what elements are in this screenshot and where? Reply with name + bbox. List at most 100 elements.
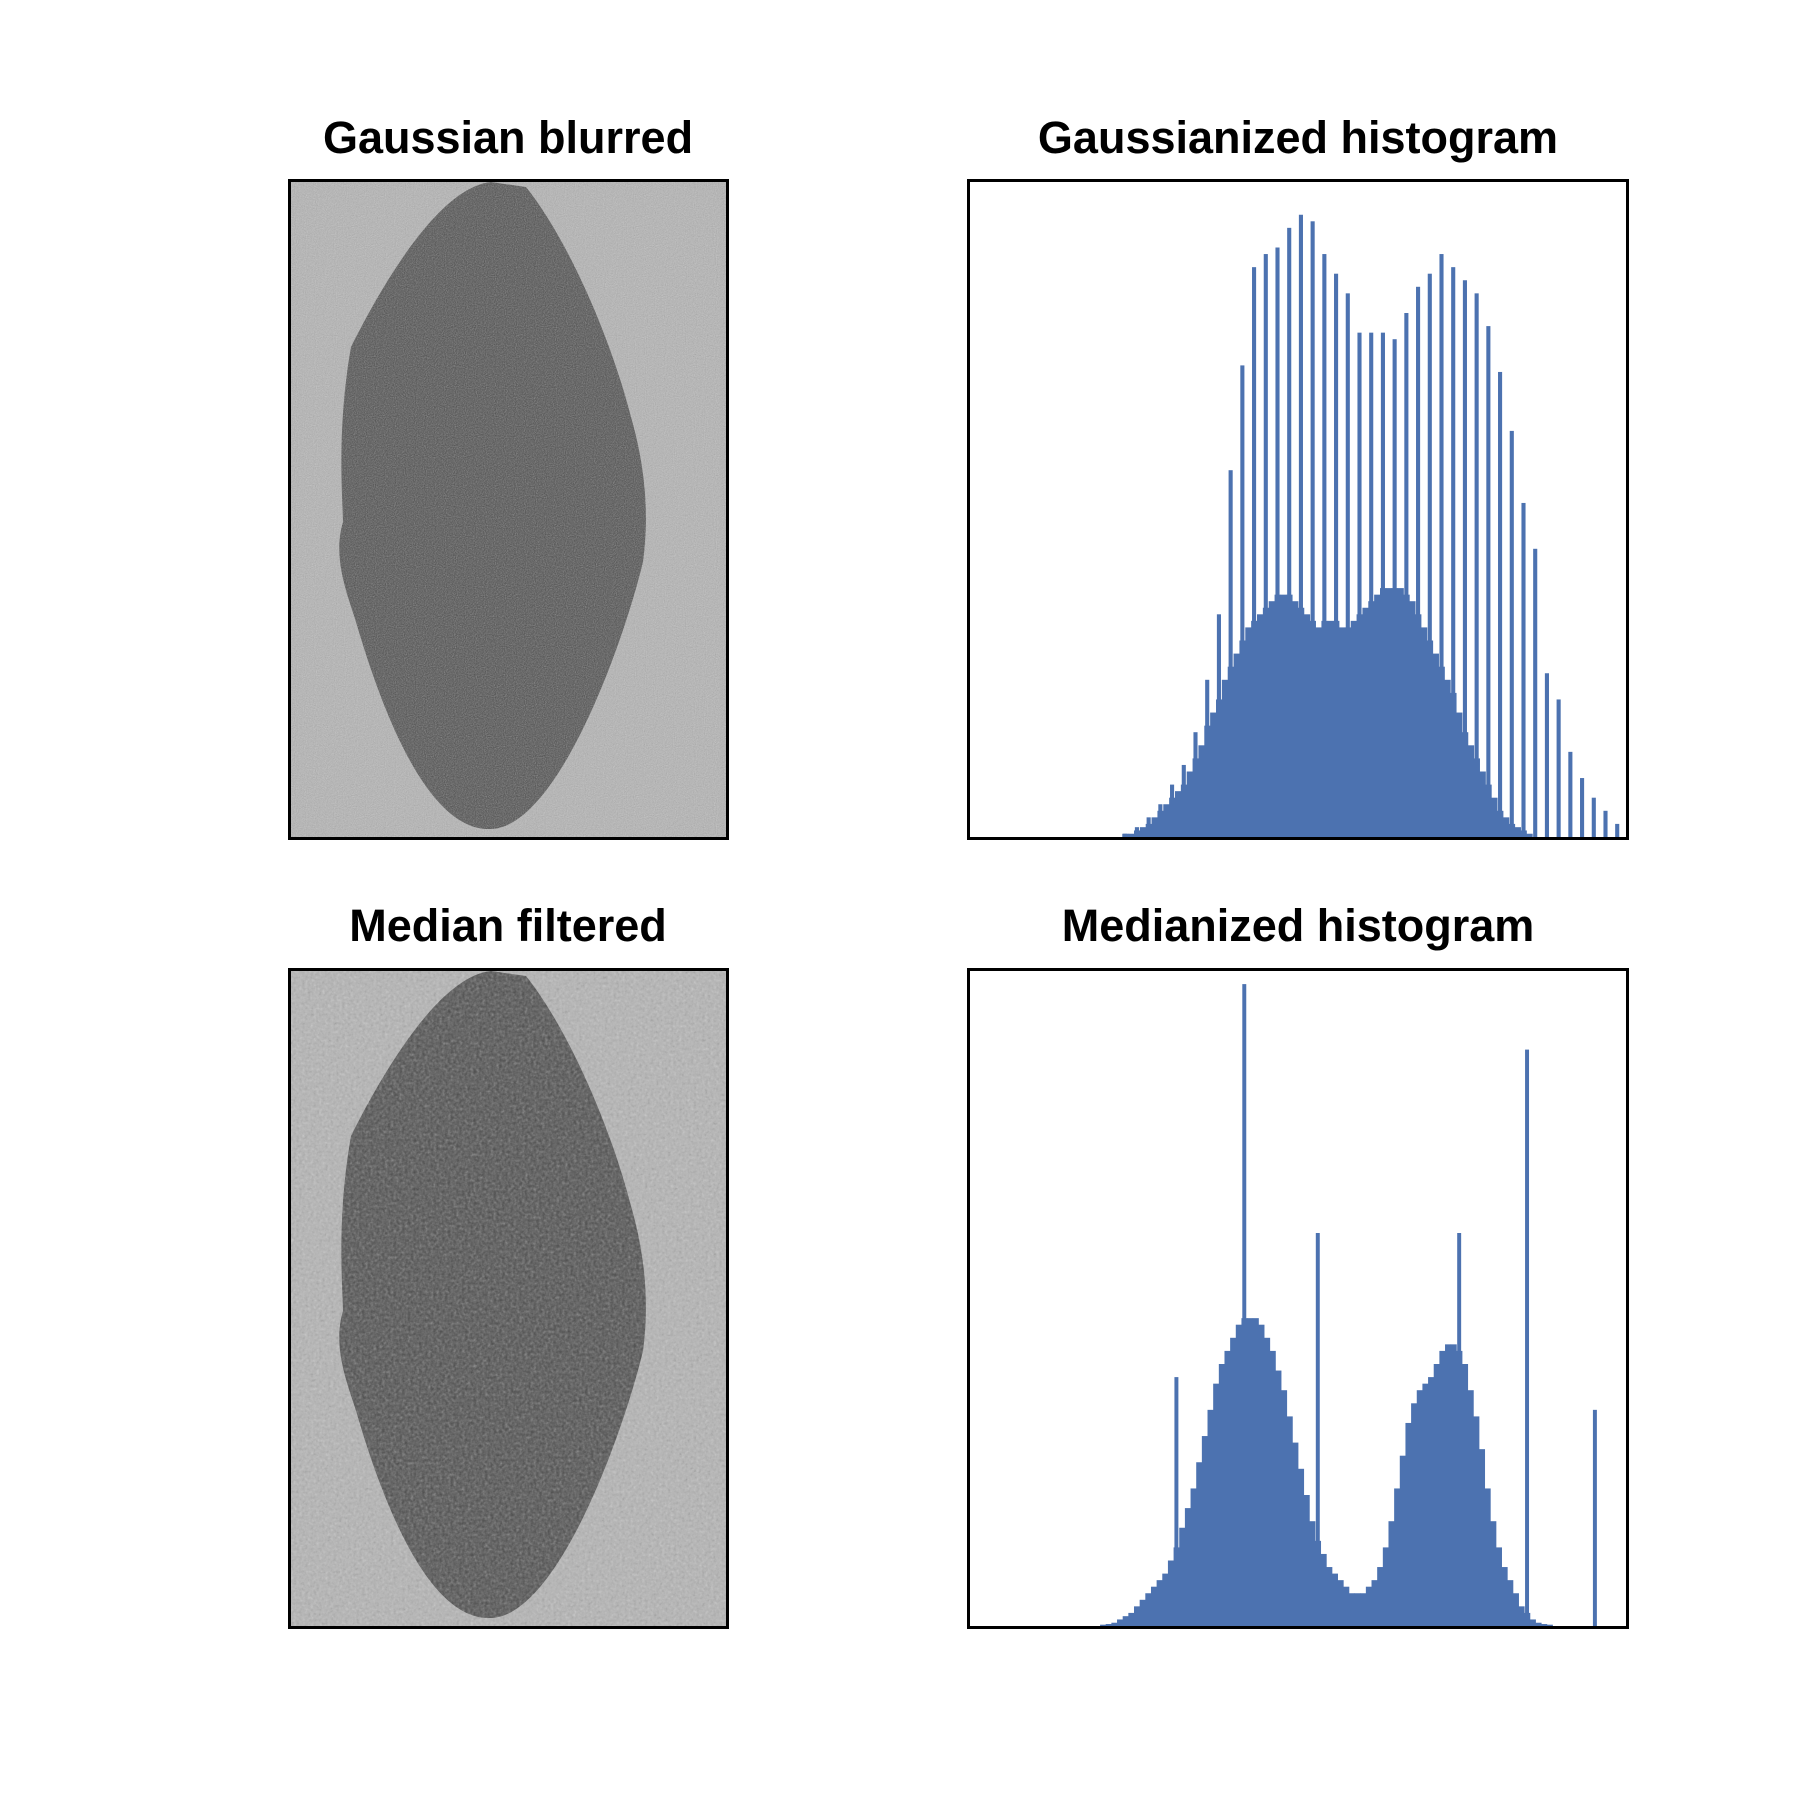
medianized-hist-spike-bar xyxy=(1592,1409,1597,1626)
gaussianized-hist-bar xyxy=(1479,771,1486,837)
gaussianized-hist-bar xyxy=(1221,679,1229,837)
medianized-hist-bar xyxy=(1512,1593,1519,1626)
gaussianized-hist-spike-bar xyxy=(1392,339,1397,837)
gaussianized-hist-spike-bar xyxy=(1170,784,1175,837)
gaussianized-hist-bar xyxy=(1503,817,1510,837)
medianized-hist-bar xyxy=(1484,1488,1491,1626)
medianized-hist-bar xyxy=(1416,1390,1423,1626)
gaussianized-hist-spike-bar xyxy=(1544,673,1549,837)
gaussianized-hist-bar xyxy=(1397,588,1404,837)
medianized-hist-bar xyxy=(1320,1553,1327,1626)
medianized-hist-bar xyxy=(1117,1619,1124,1626)
medianized-hist-bar xyxy=(1360,1593,1367,1626)
gaussianized-hist-bar xyxy=(1467,745,1475,837)
gaussianized-hist-bar xyxy=(1233,653,1240,837)
gaussianized-hist-spike-bar xyxy=(1205,679,1210,837)
medianized-hist-bar xyxy=(1190,1488,1197,1626)
gaussianized-hist-spike-bar xyxy=(1298,214,1303,837)
gaussianized-hist-spike-bar xyxy=(1462,280,1467,837)
gaussianized-hist-spike-bar xyxy=(1334,273,1339,837)
medianized-hist-bar xyxy=(1348,1593,1355,1626)
gaussianized-hist-bar xyxy=(1456,712,1463,837)
medianized-hist-bar xyxy=(1100,1624,1107,1626)
gaussianized-hist-bar xyxy=(1514,827,1521,837)
medianized-hist-bar xyxy=(1354,1593,1361,1626)
medianized-hist-bar xyxy=(1235,1324,1242,1626)
medianized-hist-spike-bar xyxy=(1242,984,1247,1626)
gaussianized-hist-bar xyxy=(1268,601,1275,837)
gaussian-blurred-image xyxy=(288,179,729,840)
gaussianized-hist-bar xyxy=(1210,712,1217,837)
gaussianized-hist-spike-bar xyxy=(1228,470,1233,837)
medianized-hist-bar xyxy=(1213,1383,1220,1626)
gaussianized-hist-bar xyxy=(1163,804,1170,837)
gaussianized-hist-spike-bar xyxy=(1134,827,1139,837)
gaussianized-hist-bar xyxy=(1303,614,1311,837)
medianized-hist-bar xyxy=(1207,1409,1214,1626)
gaussianized-hist-bar xyxy=(1128,833,1135,837)
gaussianized-hist-spike-bar xyxy=(1439,254,1444,837)
gaussianized-hist-bar xyxy=(1444,679,1451,837)
gaussianized-hist-spike-bar xyxy=(1380,332,1385,837)
medianized-hist-bar xyxy=(1105,1624,1112,1626)
gaussianized-hist-spike-bar xyxy=(1509,430,1514,837)
medianized-hist-bar xyxy=(1298,1468,1305,1626)
gaussian-blurred-image-canvas xyxy=(291,182,726,837)
medianized-hist-bar xyxy=(1292,1442,1299,1626)
medianized-hist-bar xyxy=(1145,1593,1152,1626)
gaussianized-hist-spike-bar xyxy=(1486,326,1491,837)
median-image-title: Median filtered xyxy=(349,900,667,951)
gaussianized-hist-spike-bar xyxy=(1369,332,1374,837)
medianized-hist-bar xyxy=(1230,1337,1237,1626)
medianized-hist-bar xyxy=(1252,1318,1259,1626)
gaussianized-hist-spike-bar xyxy=(1556,699,1561,837)
gaussianized-hist-spike-bar xyxy=(1451,267,1456,837)
gaussianized-hist-spike-bar xyxy=(1263,254,1268,837)
medianized-hist-spike-bar xyxy=(1315,1233,1320,1626)
medianized-hist-spike-bar xyxy=(1389,1553,1394,1626)
gaussianized-hist-spike-bar xyxy=(1216,614,1221,837)
medianized-hist-bar xyxy=(1167,1560,1174,1626)
medianized-histogram-plot xyxy=(1100,984,1597,1626)
gaussianized-hist-bar xyxy=(1245,627,1252,837)
medianized-hist-bar xyxy=(1196,1462,1203,1626)
medianized-hist-bar xyxy=(1179,1527,1186,1626)
gaussianized-hist-spike-bar xyxy=(1580,778,1585,837)
median-hist-title: Medianized histogram xyxy=(1061,900,1535,951)
gaussianized-hist-bar xyxy=(1491,797,1498,837)
gaussianized-hist-spike-bar xyxy=(1275,247,1280,837)
gaussianized-hist-bar xyxy=(1175,791,1182,837)
median-filtered-image xyxy=(288,968,729,1629)
gaussianized-hist-spike-bar xyxy=(1123,833,1128,837)
medianized-hist-bar xyxy=(1473,1416,1480,1626)
medianized-hist-bar xyxy=(1281,1390,1288,1626)
gaussianized-hist-spike-bar xyxy=(1193,732,1198,837)
gaussianized-hist-bar xyxy=(1350,620,1357,837)
medianized-hist-bar xyxy=(1422,1383,1429,1626)
medianized-hist-bar xyxy=(1201,1436,1208,1626)
gaussianized-hist-bar xyxy=(1385,588,1393,837)
medianized-hist-bar xyxy=(1529,1619,1536,1626)
medianized-hist-bar xyxy=(1518,1606,1525,1626)
gaussianized-hist-bar xyxy=(1339,627,1346,837)
gaussianized-hist-spike-bar xyxy=(1427,273,1432,837)
medianized-hist-bar xyxy=(1478,1449,1486,1626)
gaussianized-hist-spike-bar xyxy=(1533,548,1538,837)
medianized-hist-bar xyxy=(1546,1624,1553,1626)
medianized-hist-bar xyxy=(1365,1586,1372,1626)
median-filtered-image-canvas xyxy=(291,971,726,1626)
medianized-hist-bar xyxy=(1382,1547,1389,1626)
medianized-hist-spike-bar xyxy=(1174,1377,1179,1626)
medianized-hist-bar xyxy=(1462,1364,1469,1626)
medianized-hist-bar xyxy=(1122,1616,1129,1626)
gaussianized-hist-bar xyxy=(1374,594,1381,837)
medianized-hist-bar xyxy=(1411,1403,1418,1626)
gaussianized-hist-spike-bar xyxy=(1158,804,1163,837)
medianized-hist-bar xyxy=(1139,1599,1146,1626)
medianized-hist-bar xyxy=(1184,1508,1191,1626)
medianized-hist-bar xyxy=(1439,1350,1446,1626)
medianized-hist-bar xyxy=(1286,1416,1293,1626)
gaussianized-hist-spike-bar xyxy=(1146,817,1151,837)
medianized-hist-bar xyxy=(1405,1422,1412,1626)
gaussianized-hist-bar xyxy=(1362,607,1369,837)
